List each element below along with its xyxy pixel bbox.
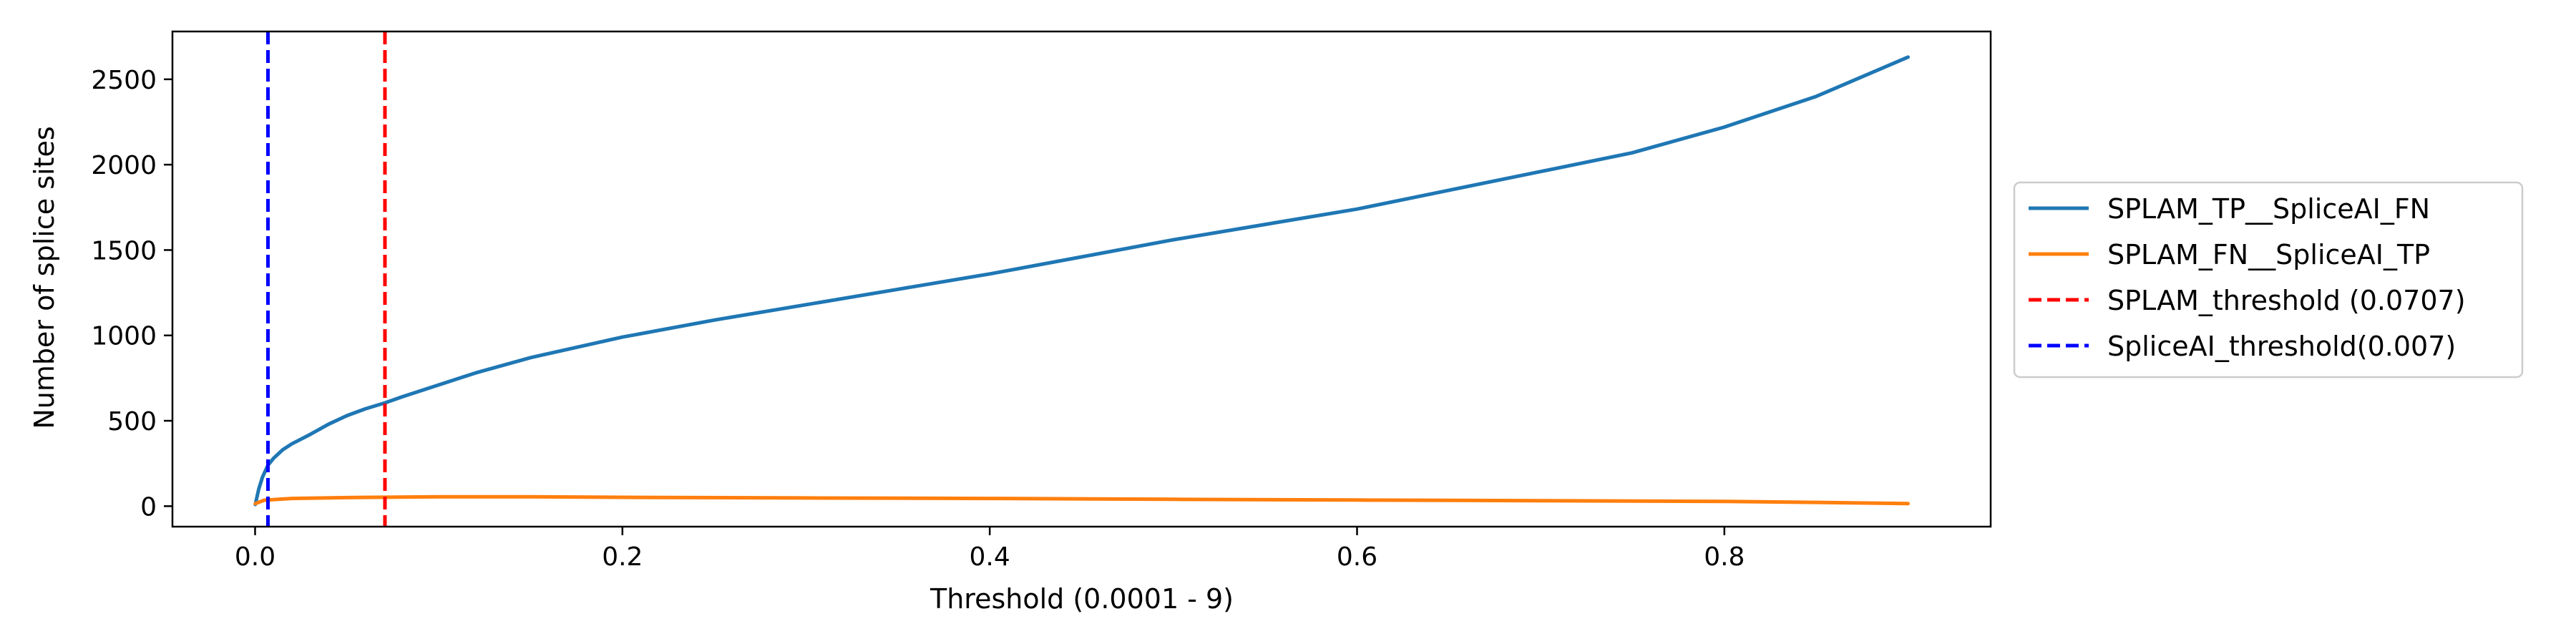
axes: 0.0 0.2 0.4 0.6 0.8 0 500 1000 1500 2000 2500 — [91, 30, 1992, 572]
series-line-SPLAM_FN__SpliceAI_TP — [253, 494, 1910, 506]
y-tick-label: 500 — [107, 407, 157, 436]
x-tick-label: 0.0 — [235, 542, 275, 572]
x-tick-label: 0.8 — [1704, 542, 1745, 572]
y-tick-label: 1500 — [91, 236, 157, 265]
y-tick-label: 1000 — [91, 322, 157, 351]
series-line-SPLAM_TP__SpliceAI_FN — [253, 55, 1910, 507]
legend-label: SpliceAI_threshold(0.007) — [2107, 331, 2456, 362]
axes-frame — [171, 30, 1992, 528]
y-tick-label: 0 — [140, 492, 157, 522]
x-tick-label: 0.2 — [602, 542, 643, 572]
legend-label: SPLAM_FN__SpliceAI_TP — [2107, 239, 2430, 270]
y-tick-label: 2500 — [91, 66, 157, 95]
legend: SPLAM_TP__SpliceAI_FN SPLAM_FN__SpliceAI_… — [2013, 181, 2524, 379]
plot-area — [253, 31, 1910, 527]
y-axis-label: Number of splice sites — [29, 126, 60, 429]
x-tick-label: 0.6 — [1337, 542, 1377, 572]
x-tick-label: 0.4 — [970, 542, 1010, 572]
legend-box — [2013, 181, 2524, 379]
y-tick-label: 2000 — [91, 151, 157, 180]
legend-label: SPLAM_threshold (0.0707) — [2107, 285, 2466, 316]
x-axis-label: Threshold (0.0001 - 9) — [930, 583, 1234, 615]
data-layer — [253, 31, 1910, 527]
legend-label: SPLAM_TP__SpliceAI_FN — [2107, 193, 2430, 225]
